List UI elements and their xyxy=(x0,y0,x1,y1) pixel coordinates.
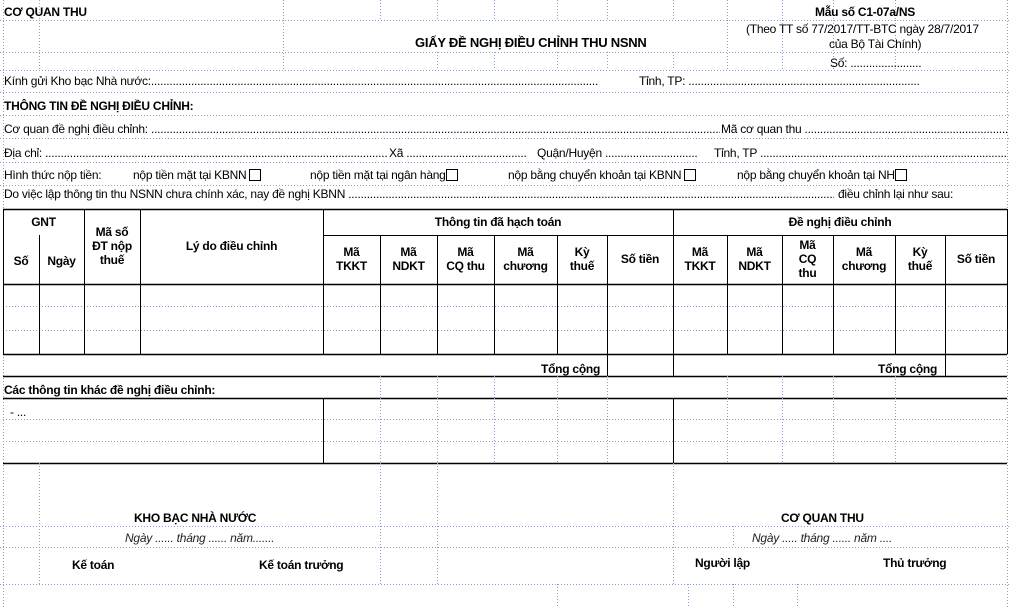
treasury-title: KHO BẠC NHÀ NƯỚC xyxy=(134,511,257,525)
group-accounted: Thông tin đã hạch toán xyxy=(434,215,562,229)
page-title: GIẤY ĐỀ NGHỊ ĐIỀU CHỈNH THU NSNN xyxy=(415,35,647,50)
pay-option-transfer-kbnn[interactable]: nộp bằng chuyển khoản tại KBNN xyxy=(508,168,697,182)
regulation-line-2: của Bộ Tài Chính) xyxy=(829,37,922,51)
proposed-col: Mã CQ thu xyxy=(798,238,817,280)
col-gnt: GNT xyxy=(31,215,56,229)
other-info-line[interactable]: - ... xyxy=(10,405,27,419)
regulation-line-1: (Theo TT số 77/2017/TT-BTC ngày 28/7/201… xyxy=(746,22,979,36)
accounted-col: Mã NDKT xyxy=(392,245,425,273)
proposed-col: Kỳ thuế xyxy=(907,245,933,273)
accounted-col: Mã CQ thu xyxy=(446,245,485,273)
requesting-agency-field: Cơ quan đề nghị điều chỉnh: ............… xyxy=(4,122,720,136)
preparer-label: Người lập xyxy=(695,556,750,570)
accountant-label: Kế toán xyxy=(72,558,115,572)
send-to-field: Kính gửi Kho bạc Nhà nước:..............… xyxy=(4,74,599,88)
proposed-col: Số tiền xyxy=(956,252,996,266)
proposed-col: Mã TKKT xyxy=(684,245,716,273)
form-number: Mẫu số C1-07a/NS xyxy=(815,5,916,19)
accounted-col: Kỳ thuế xyxy=(569,245,595,273)
total-accounted-label: Tổng cộng xyxy=(541,362,601,376)
col-ma-so-thue: Mã số ĐT nộp thuế xyxy=(92,225,132,267)
total-proposed-label: Tổng cộng xyxy=(878,362,938,376)
province-field-2: Tỉnh, TP ...............................… xyxy=(714,146,1007,160)
agency-date: Ngày ..... tháng ...... năm .... xyxy=(752,531,893,545)
col-so: Số xyxy=(13,254,29,268)
checkbox[interactable] xyxy=(445,169,458,181)
province-field: Tỉnh, TP: ..............................… xyxy=(639,74,920,88)
reason-end: điều chỉnh lại như sau: xyxy=(838,187,954,201)
commune-field: Xã .....................................… xyxy=(389,146,527,160)
agency-sign-title: CƠ QUAN THU xyxy=(781,511,864,525)
payment-method-label: Hình thức nộp tiền: xyxy=(4,168,102,182)
head-label: Thủ trưởng xyxy=(883,556,947,570)
group-proposed: Đề nghị điều chỉnh xyxy=(788,215,892,229)
checkbox[interactable] xyxy=(249,169,262,181)
section-title: THÔNG TIN ĐỀ NGHỊ ĐIỀU CHỈNH: xyxy=(4,99,194,113)
address-field: Địa chỉ: ...............................… xyxy=(4,146,387,160)
accounted-col: Mã TKKT xyxy=(336,245,367,273)
accounted-col: Mã chương xyxy=(503,245,548,273)
proposed-col: Mã NDKT xyxy=(738,245,771,273)
district-field: Quận/Huyện .............................… xyxy=(537,146,698,160)
document-number: Số: ....................... xyxy=(830,56,922,70)
pay-option-transfer-bank[interactable]: nộp bằng chuyển khoản tại NH xyxy=(737,168,907,182)
pay-option-cash-bank[interactable]: nộp tiền mặt tại ngân hàng xyxy=(310,168,458,182)
pay-option-cash-kbnn[interactable]: nộp tiền mặt tại KBNN xyxy=(133,168,262,182)
agency-code-field: Mã cơ quan thu .........................… xyxy=(721,122,1007,136)
treasury-date: Ngày ...... tháng ...... năm....... xyxy=(125,531,275,545)
col-ly-do: Lý do điều chỉnh xyxy=(185,239,278,253)
reason-line: Do việc lập thông tin thu NSNN chưa chín… xyxy=(4,187,834,201)
checkbox[interactable] xyxy=(894,169,907,181)
col-ngay: Ngày xyxy=(47,254,76,268)
other-info-title: Các thông tin khác đề nghị điều chỉnh: xyxy=(4,383,216,397)
agency-header: CƠ QUAN THU xyxy=(4,5,87,19)
chief-accountant-label: Kế toán trưởng xyxy=(259,558,344,572)
accounted-col: Số tiền xyxy=(620,252,660,266)
proposed-col: Mã chương xyxy=(841,245,887,273)
checkbox[interactable] xyxy=(684,169,697,181)
